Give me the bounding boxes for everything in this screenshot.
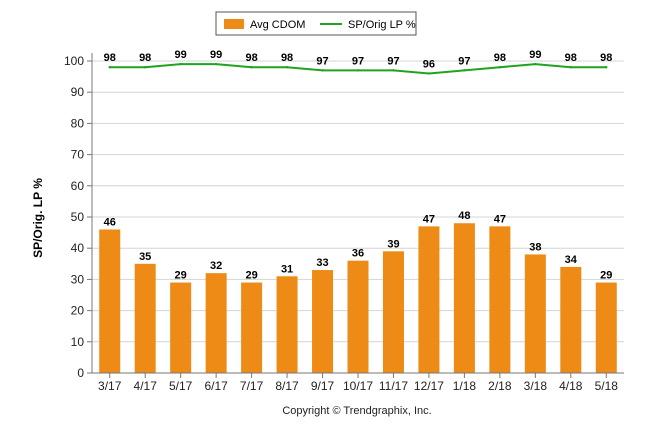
bar-value-label: 29 [600,270,612,282]
bar [418,226,440,373]
bar-value-label: 38 [529,241,541,253]
line-value-label: 97 [458,55,470,67]
line-point [250,66,253,69]
bar [347,260,369,373]
line-value-label: 96 [423,58,435,70]
bar-value-label: 46 [104,216,116,228]
line-value-label: 98 [245,52,257,64]
chart-legend: Avg CDOM SP/Orig LP % [215,11,417,36]
y-tick-label: 60 [71,179,85,193]
line-point [427,72,431,75]
x-tick-label: 11/17 [379,379,408,393]
bar [524,254,546,373]
line-value-label: 99 [175,49,187,61]
x-tick-label: 3/17 [98,379,122,393]
bar [205,273,227,373]
line-series [108,62,608,75]
bar [489,226,511,373]
line-point [392,69,395,72]
y-tick-label: 100 [64,54,84,68]
line-point [534,62,537,66]
x-tick-label: 2/18 [488,379,512,393]
y-tick-label: 0 [77,366,84,380]
bar-value-label: 33 [316,257,328,269]
legend-label-line: SP/Orig LP % [348,19,416,31]
y-tick-label: 30 [71,272,85,286]
x-tick-label: 5/17 [169,379,193,393]
y-tick-label: 70 [71,148,85,162]
bar [595,282,617,373]
line-value-label: 98 [104,52,116,64]
bar-value-label: 39 [387,238,399,250]
line-point [605,66,608,69]
bar [312,270,334,373]
x-tick-label: 5/18 [595,379,619,393]
line-point [214,62,218,66]
line-value-label: 98 [139,52,151,64]
x-tick-label: 6/17 [204,379,228,393]
bar [276,276,298,373]
bar-series [99,223,617,373]
x-tick-label: 8/17 [275,379,299,393]
bar-value-label: 48 [458,210,470,222]
bar [453,223,475,373]
x-tick-label: 1/18 [453,379,477,393]
x-tick-label: 7/17 [240,379,264,393]
bar-value-label: 47 [423,213,435,225]
legend-box [215,11,417,36]
line-value-label: 99 [529,49,541,61]
line-point [179,62,182,66]
y-tick-label: 80 [71,116,85,130]
y-tick-label: 20 [71,304,85,318]
line-value-label: 97 [352,55,364,67]
bar-value-label: 34 [565,254,578,266]
bar-value-label: 29 [175,270,187,282]
x-tick-label: 4/18 [559,379,583,393]
x-tick-label: 3/18 [524,379,548,393]
x-tick-label: 10/17 [343,379,373,393]
line-point [108,66,111,69]
x-tick-label: 9/17 [311,379,335,393]
y-tick-label: 10 [71,335,85,349]
line-point [285,66,289,69]
line-value-label: 97 [316,55,328,67]
bar [241,282,263,373]
chart-axes: 0 10 20 30 40 50 60 70 80 90 100 3/17 4/17 5/17 6/17 7/… [64,53,624,393]
y-tick-label: 50 [71,210,85,224]
bar-value-label: 31 [281,263,293,275]
legend-label-bar: Avg CDOM [250,19,305,31]
y-axis-label: SP/Orig. LP % [31,178,45,258]
bar [99,229,121,373]
bar [560,266,582,373]
legend-swatch-bar [224,19,244,29]
bar-value-label: 35 [139,251,151,263]
bar-value-label: 32 [210,260,222,272]
bar-value-label: 47 [494,213,506,225]
bar [382,251,404,373]
line-value-label: 97 [387,55,399,67]
y-tick-label: 40 [71,241,85,255]
line-point [463,69,466,72]
line-point [321,69,324,72]
line-value-label: 99 [210,49,222,61]
line-point [569,66,572,69]
line-value-label: 98 [494,52,506,64]
bar-value-label: 36 [352,248,364,260]
line-point [356,69,360,72]
line-point [498,66,502,69]
line-value-label: 98 [565,52,577,64]
line-value-label: 98 [281,52,293,64]
copyright-text: Copyright © Trendgraphix, Inc. [282,405,431,417]
bar-value-label: 29 [245,270,257,282]
line-point [144,66,147,69]
y-tick-label: 90 [71,85,85,99]
x-tick-label: 4/17 [134,379,158,393]
bar [134,263,156,373]
bar [170,282,192,373]
x-tick-label: 12/17 [414,379,444,393]
data-labels: 46 35 29 32 29 31 33 36 39 47 48 47 38 34 29 98 98 99 99 98… [104,49,613,281]
line-value-label: 98 [600,52,612,64]
